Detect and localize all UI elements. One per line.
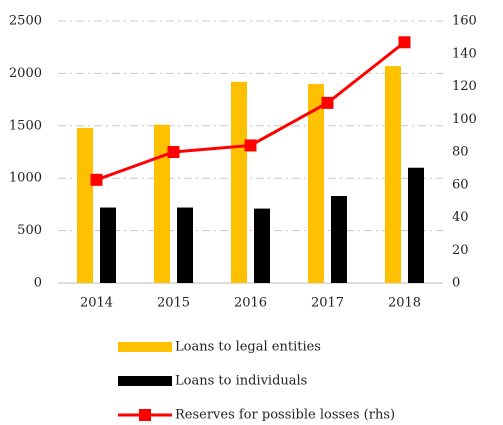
bar: [100, 207, 116, 283]
y2-tick-label: 160: [452, 14, 477, 29]
y-tick-label: 1500: [9, 118, 42, 133]
legend-swatch: [118, 376, 172, 386]
y2-tick-label: 60: [452, 177, 469, 192]
x-tick-label: 2014: [80, 296, 113, 311]
y2-tick-label: 20: [452, 243, 469, 258]
x-tick-label: 2015: [157, 296, 190, 311]
legend-label: Loans to individuals: [175, 374, 307, 389]
marker: [90, 173, 103, 186]
x-tick-label: 2017: [311, 296, 344, 311]
bar: [308, 83, 324, 283]
marker: [244, 139, 257, 152]
bar: [385, 66, 401, 284]
bar: [154, 124, 170, 283]
y2-tick-label: 140: [452, 46, 477, 61]
y2-tick-label: 120: [452, 79, 477, 94]
legend-swatch: [139, 409, 151, 421]
bar: [254, 208, 270, 283]
bar: [408, 167, 424, 283]
bar: [177, 207, 193, 283]
y2-tick-label: 100: [452, 112, 477, 127]
y2-tick-label: 0: [452, 276, 460, 291]
x-tick-label: 2016: [234, 296, 267, 311]
y2-tick-label: 80: [452, 145, 469, 160]
bar: [77, 127, 93, 284]
line: [95, 41, 406, 182]
legend-label: Loans to legal entities: [175, 340, 321, 355]
y-tick-label: 2000: [9, 66, 42, 81]
legend-label: Reserves for possible losses (rhs): [175, 408, 395, 423]
legend-swatch: [118, 342, 172, 352]
bar: [231, 81, 247, 283]
marker: [167, 146, 180, 158]
y-tick-label: 0: [34, 276, 42, 291]
x-tick-label: 2018: [388, 296, 421, 311]
marker: [321, 96, 334, 109]
y-tick-label: 1000: [9, 171, 42, 186]
y-tick-label: 2500: [9, 14, 42, 29]
y-tick-label: 500: [17, 223, 42, 238]
y2-tick-label: 40: [452, 210, 469, 225]
marker: [398, 36, 411, 49]
bar: [331, 196, 347, 283]
